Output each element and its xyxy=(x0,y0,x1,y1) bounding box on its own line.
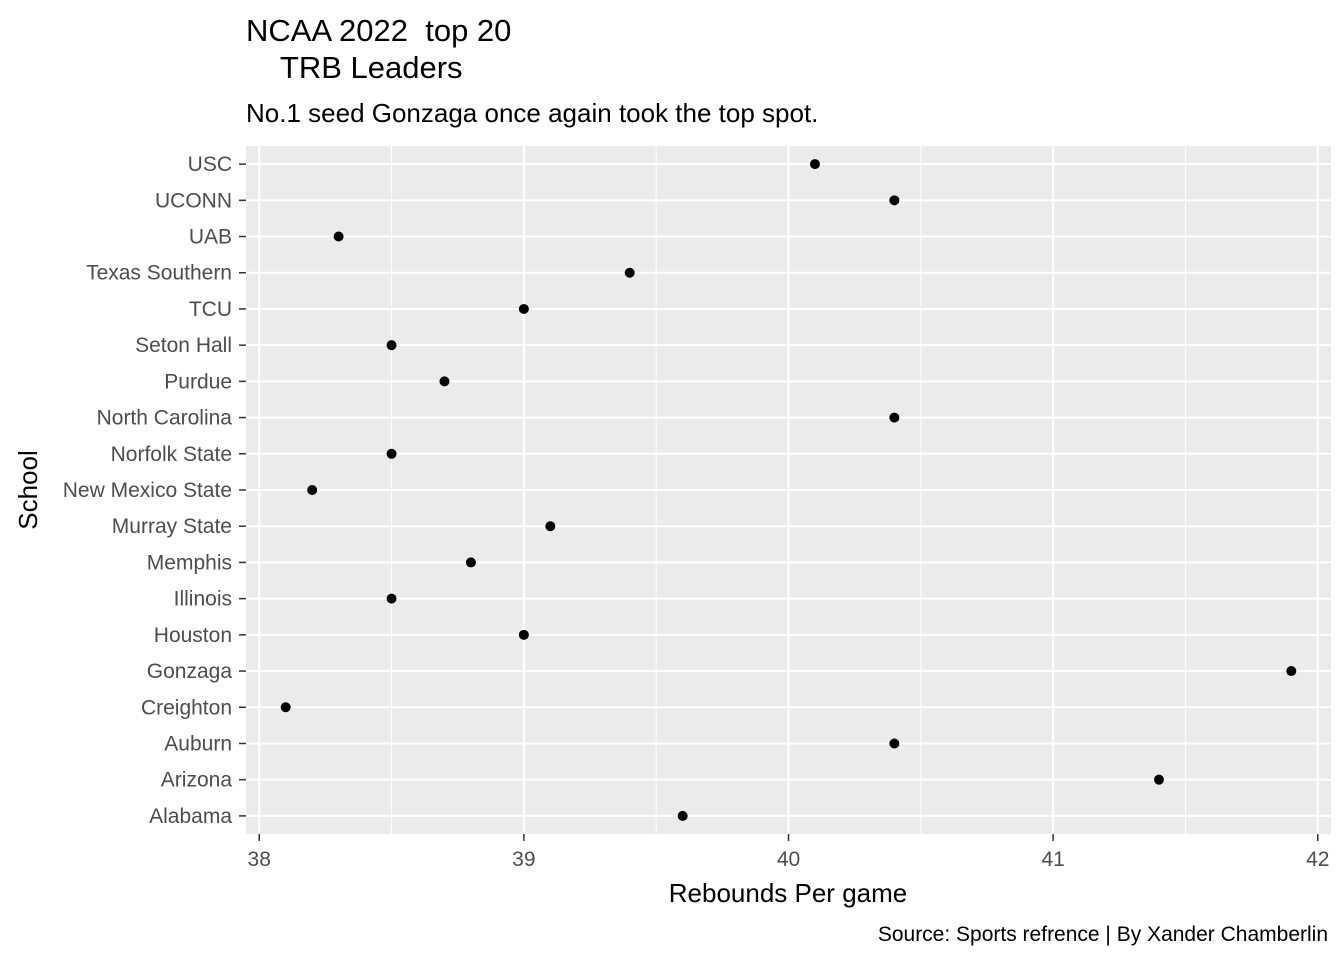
x-tick-label: 40 xyxy=(777,848,800,871)
data-point xyxy=(386,593,397,604)
y-tick-label: UCONN xyxy=(155,189,232,212)
y-tick-label: Arizona xyxy=(161,769,233,792)
y-tick-label: Illinois xyxy=(174,588,232,611)
data-point xyxy=(624,267,635,278)
data-point xyxy=(518,629,529,640)
chart-caption: Source: Sports refrence | By Xander Cham… xyxy=(878,923,1328,946)
y-tick-label: Purdue xyxy=(164,370,232,393)
major-horizontal-gridlines xyxy=(246,163,1331,817)
y-tick-label: Auburn xyxy=(164,732,232,755)
y-tick-label: Houston xyxy=(154,624,232,647)
y-tick-label: UAB xyxy=(189,226,232,249)
data-point xyxy=(386,340,397,351)
data-point xyxy=(809,159,820,170)
y-tick-label: Murray State xyxy=(112,515,232,538)
data-point xyxy=(307,485,318,495)
x-tick-label: 39 xyxy=(512,848,535,871)
chart-title-line-1: NCAA 2022 top 20 xyxy=(246,13,511,48)
x-tick-label: 41 xyxy=(1041,848,1064,871)
y-tick-label: Norfolk State xyxy=(111,443,232,466)
y-tick-label: Gonzaga xyxy=(147,660,233,683)
y-tick-label: Creighton xyxy=(141,696,232,719)
y-tick-label: TCU xyxy=(189,298,232,321)
data-point xyxy=(545,521,556,532)
data-point xyxy=(889,738,900,749)
y-tick-label: North Carolina xyxy=(97,407,233,430)
x-tick-label: 38 xyxy=(248,848,271,871)
data-point xyxy=(677,810,688,821)
data-point xyxy=(889,195,900,206)
y-axis: USC UCONN UAB Texas Southern TCU Seton Hall Pu… xyxy=(63,153,246,828)
data-point xyxy=(386,448,397,459)
y-tick-label: New Mexico State xyxy=(63,479,232,502)
data-point xyxy=(333,231,344,242)
data-point xyxy=(889,412,900,423)
data-point xyxy=(1286,666,1297,677)
x-axis-title: Rebounds Per game xyxy=(669,878,907,908)
x-axis: 38 39 40 41 42 xyxy=(248,834,1329,871)
chart-title-line-2: TRB Leaders xyxy=(246,50,463,85)
y-axis-title: School xyxy=(13,450,43,530)
data-point xyxy=(280,702,291,713)
x-tick-label: 42 xyxy=(1306,848,1329,871)
data-point xyxy=(518,303,529,314)
y-tick-label: USC xyxy=(188,153,232,176)
data-points xyxy=(280,159,1297,821)
y-tick-label: Memphis xyxy=(147,551,232,574)
y-tick-label: Alabama xyxy=(149,805,232,828)
y-tick-label: Texas Southern xyxy=(86,262,232,285)
data-point xyxy=(439,376,450,387)
data-point xyxy=(1153,774,1164,785)
y-tick-label: Seton Hall xyxy=(135,334,232,357)
chart-subtitle: No.1 seed Gonzaga once again took the to… xyxy=(246,98,818,128)
data-point xyxy=(465,557,476,568)
